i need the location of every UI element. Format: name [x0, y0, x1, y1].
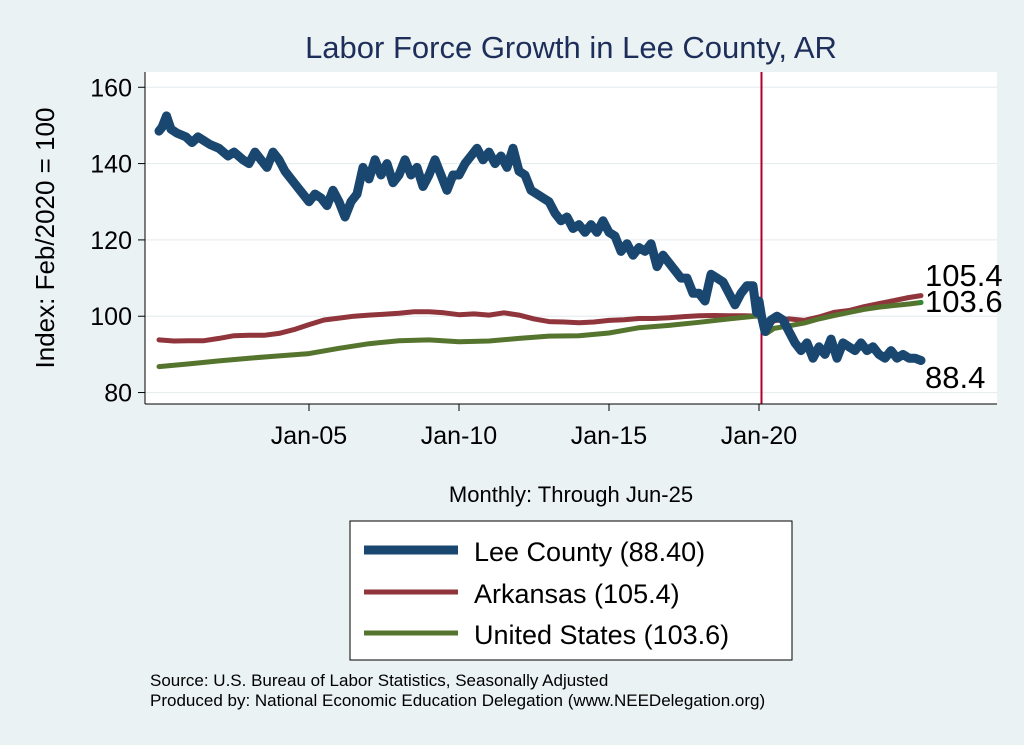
legend-label-arkansas: Arkansas (105.4) — [474, 579, 680, 609]
legend-label-united-states: United States (103.6) — [474, 620, 729, 650]
x-tick-label-jan-10: Jan-10 — [421, 422, 497, 450]
y-axis-label: Index: Feb/2020 = 100 — [30, 108, 60, 369]
x-tick-label-jan-05: Jan-05 — [271, 422, 347, 450]
x-ticks: Jan-05 Jan-10 Jan-15 Jan-20 — [271, 404, 797, 450]
y-tick-label-160: 160 — [90, 74, 132, 102]
y-tick-label-140: 140 — [90, 151, 132, 179]
series-lines — [154, 111, 926, 370]
legend: Lee County (88.40) Arkansas (105.4) Unit… — [349, 520, 793, 661]
series-line-united-states — [156, 300, 924, 370]
legend-box — [349, 520, 793, 661]
gridlines — [145, 86, 997, 394]
source-line: Source: U.S. Bureau of Labor Statistics,… — [150, 671, 609, 690]
end-marker-united-states — [918, 299, 924, 305]
produced-by-line: Produced by: National Economic Education… — [150, 691, 766, 710]
x-axis-label: Monthly: Through Jun-25 — [449, 482, 693, 507]
source-note: Source: U.S. Bureau of Labor Statistics,… — [150, 671, 765, 711]
series-line-lee-county — [154, 111, 926, 365]
end-label-united-states: 103.6 — [925, 284, 1003, 319]
x-tick-label-jan-20: Jan-20 — [721, 422, 797, 450]
y-tick-label-120: 120 — [90, 227, 132, 255]
legend-label-lee-county: Lee County (88.40) — [474, 537, 705, 567]
y-tick-label-80: 80 — [104, 380, 132, 408]
end-label-arkansas: 105.4 — [925, 258, 1003, 293]
chart-title: Labor Force Growth in Lee County, AR — [305, 30, 837, 65]
y-ticks: 80 100 120 140 160 — [90, 74, 145, 408]
series-line-arkansas — [156, 293, 924, 344]
x-tick-label-jan-15: Jan-15 — [571, 422, 647, 450]
end-label-lee-county: 88.4 — [925, 360, 985, 395]
y-tick-label-100: 100 — [90, 303, 132, 331]
